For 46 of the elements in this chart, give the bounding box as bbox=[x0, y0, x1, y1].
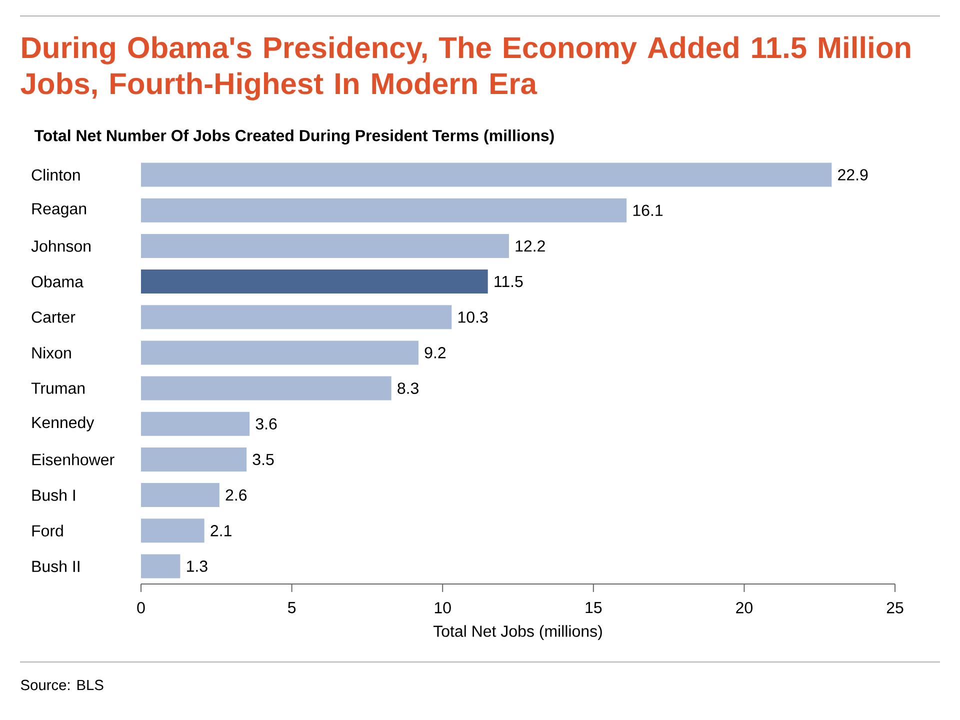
y-tick-label: Carter bbox=[32, 311, 76, 323]
bar bbox=[141, 412, 250, 436]
y-tick-label: Bush I bbox=[32, 489, 75, 501]
x-tick-label: 10 bbox=[434, 602, 451, 614]
bar bbox=[141, 305, 452, 330]
y-tick-label: Johnson bbox=[31, 240, 90, 252]
x-tick-label: 20 bbox=[736, 602, 752, 614]
source-note: Source: BLS bbox=[20, 680, 104, 690]
chart-title: During Obama's Presidency, The Economy Added 11.5 Million Jobs, Fourth-Highest In Modern Era bbox=[20, 36, 910, 100]
bar bbox=[141, 340, 418, 365]
y-tick-label: Clinton bbox=[32, 168, 80, 181]
y-tick-label: Nixon bbox=[32, 346, 71, 359]
x-tick-label: 0 bbox=[137, 602, 145, 614]
bar bbox=[141, 447, 247, 472]
data-label: 10.3 bbox=[458, 311, 488, 323]
data-label: 2.6 bbox=[226, 489, 247, 501]
y-tick-label: Obama bbox=[32, 276, 84, 288]
data-label: 9.2 bbox=[424, 347, 446, 358]
data-label: 22.9 bbox=[838, 169, 868, 180]
bar bbox=[141, 518, 204, 543]
data-label: 8.3 bbox=[398, 382, 418, 394]
data-label: 3.6 bbox=[256, 418, 277, 430]
data-label: 11.5 bbox=[494, 276, 523, 288]
bar bbox=[141, 554, 180, 578]
bar bbox=[141, 376, 392, 400]
x-tick-label: 5 bbox=[288, 602, 296, 614]
y-tick-label: Ford bbox=[32, 524, 63, 537]
chart-subtitle: Total Net Number Of Jobs Created During President Terms (millions) bbox=[34, 129, 554, 144]
x-tick-label: 25 bbox=[886, 602, 904, 614]
y-tick-label: Kennedy bbox=[32, 416, 94, 432]
y-tick-label: Bush II bbox=[32, 560, 80, 572]
bar bbox=[141, 483, 220, 508]
y-tick-label: Truman bbox=[31, 382, 85, 394]
data-label: 1.3 bbox=[187, 560, 208, 572]
y-tick-label: Eisenhower bbox=[32, 454, 114, 466]
bar bbox=[141, 234, 509, 258]
x-tick-label: 15 bbox=[586, 602, 602, 614]
data-label: 16.1 bbox=[633, 204, 663, 216]
data-label: 3.5 bbox=[252, 454, 274, 466]
bar bbox=[141, 198, 627, 222]
x-axis-title: Total Net Jobs (millions) bbox=[433, 625, 602, 640]
bar bbox=[141, 270, 488, 294]
data-label: 2.1 bbox=[210, 525, 232, 536]
y-tick-label: Reagan bbox=[32, 203, 86, 218]
data-label: 12.2 bbox=[516, 240, 545, 252]
bar bbox=[141, 162, 832, 187]
